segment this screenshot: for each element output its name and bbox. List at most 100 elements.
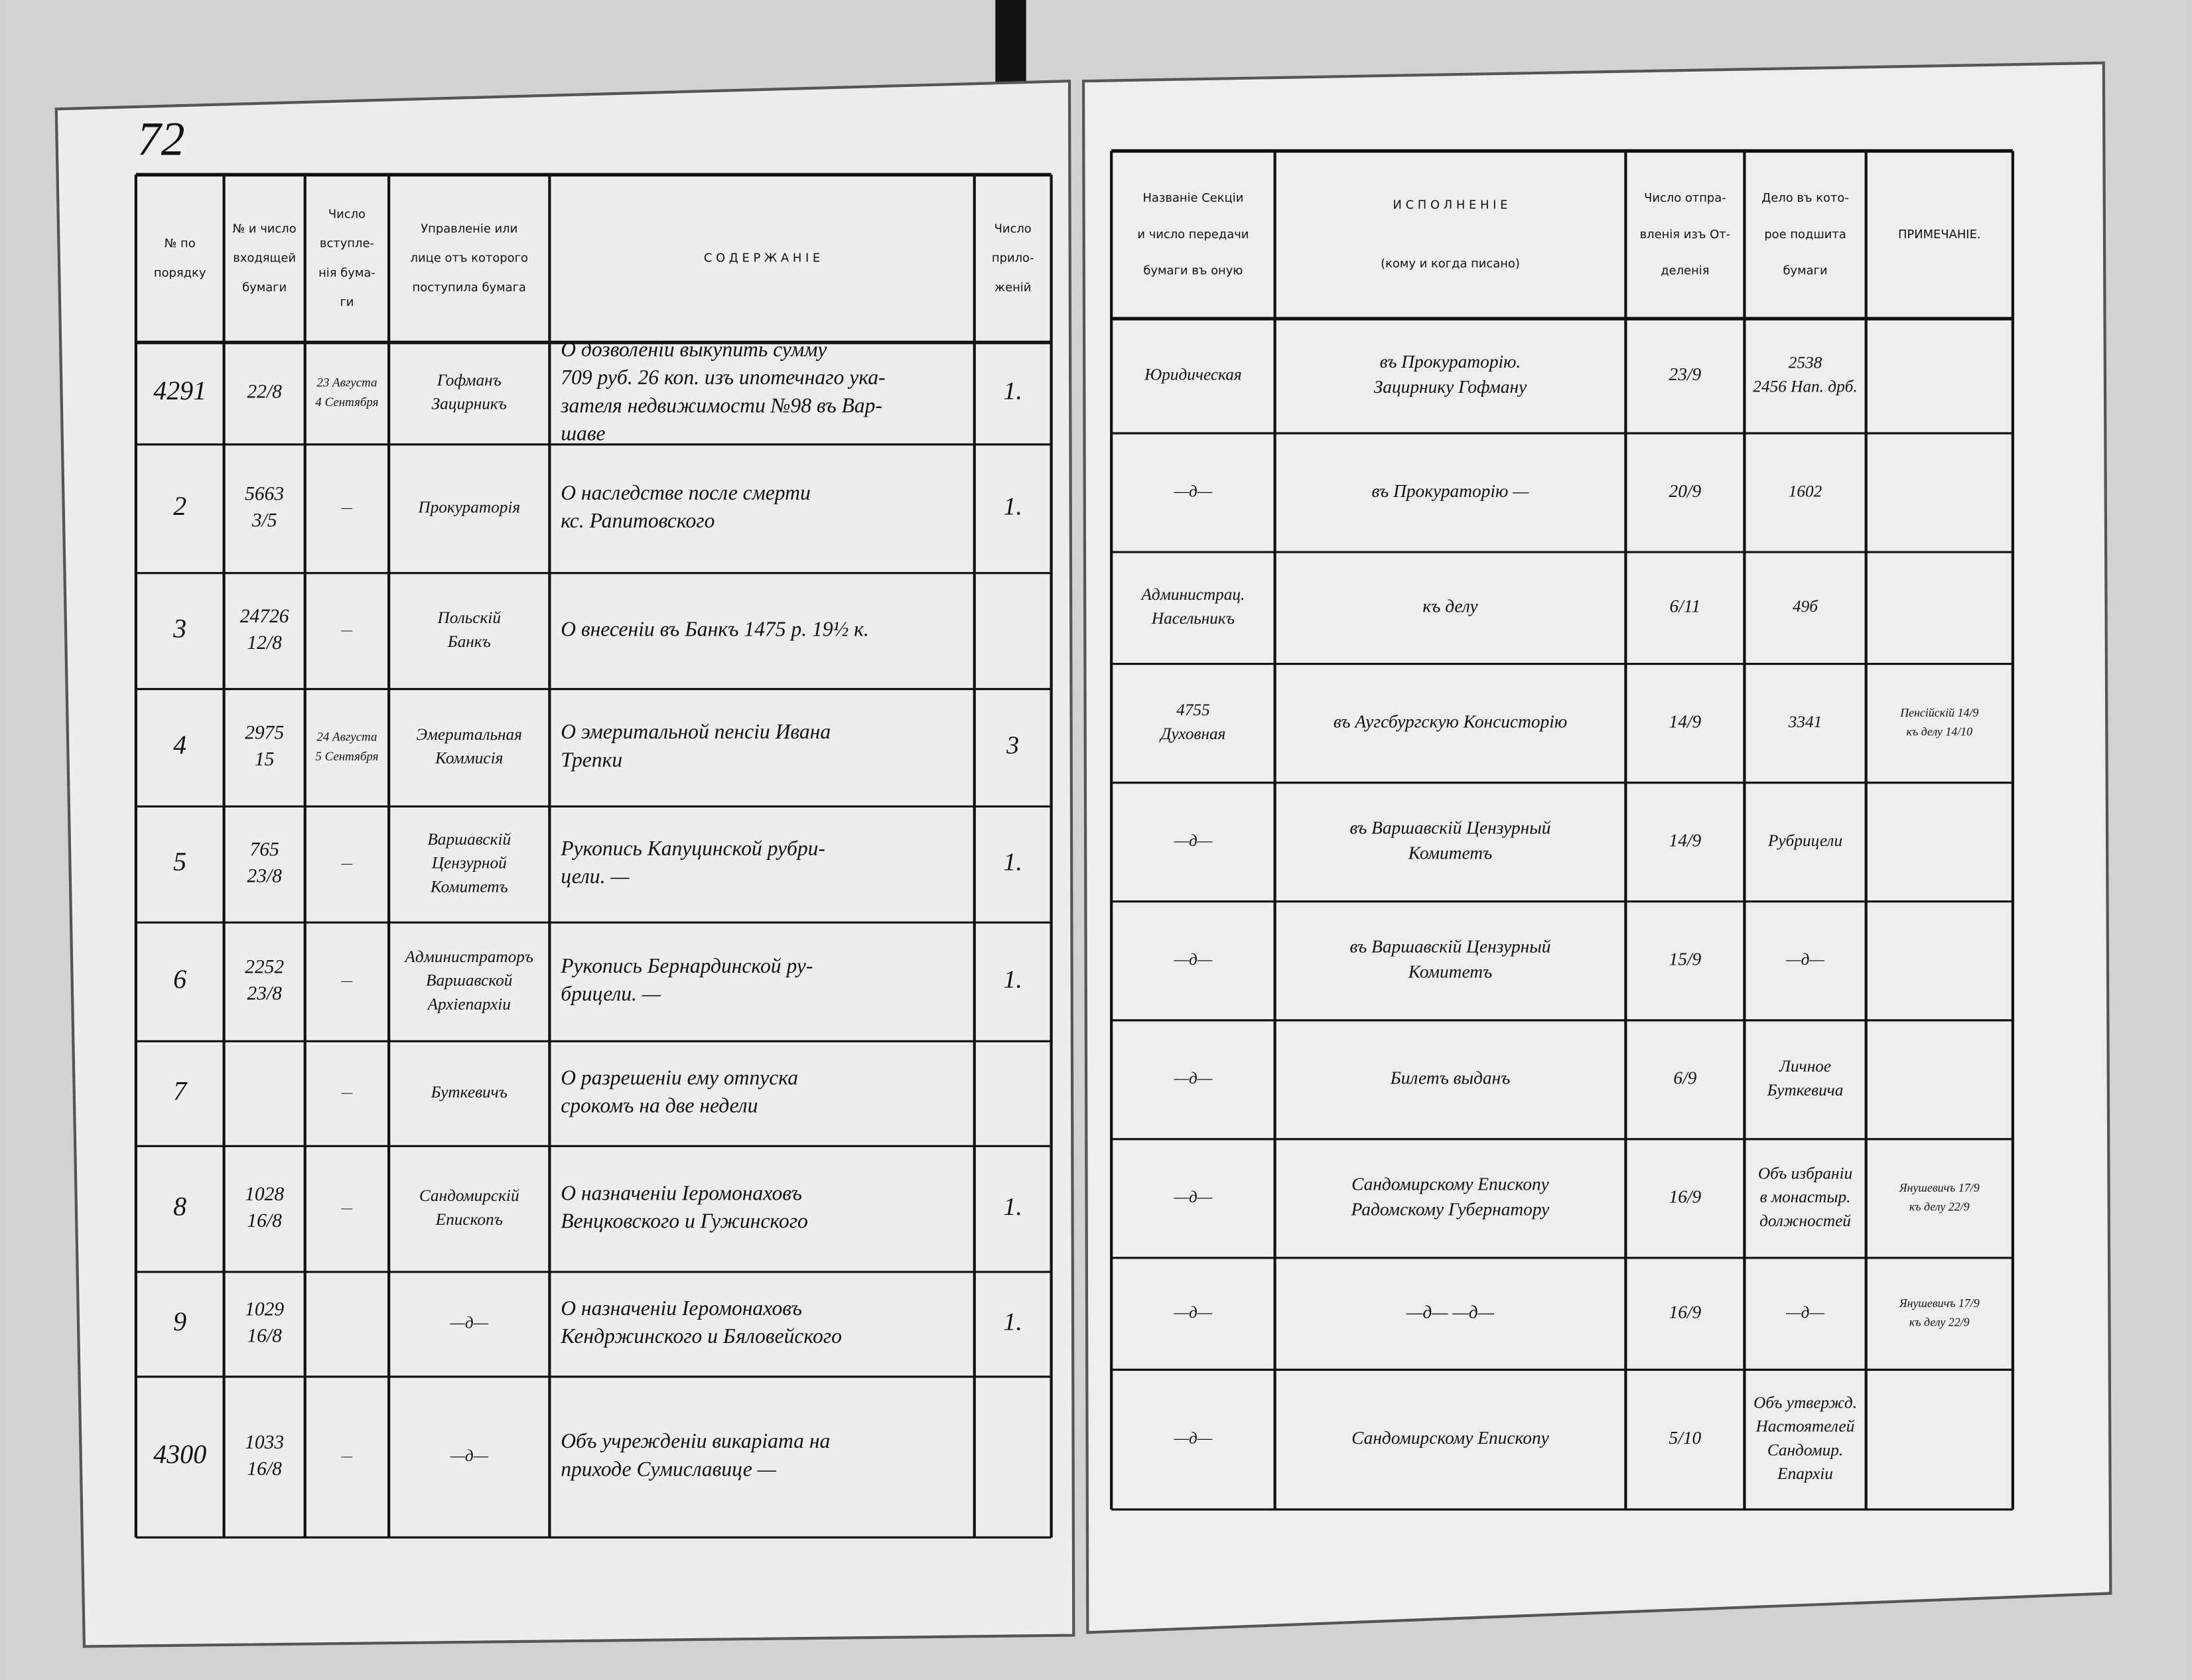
cell-sent: 15/9 — [1669, 949, 1702, 969]
cell-section: —д— — [1174, 950, 1213, 969]
cell-date: — — [340, 857, 352, 871]
cell-case: Объ утвержд. — [1753, 1393, 1857, 1412]
cell-sent: 6/11 — [1670, 596, 1701, 616]
cell-execution: Зацирнику Гофману — [1374, 377, 1527, 397]
cell-section: —д— — [1174, 1069, 1213, 1087]
header-cell: (кому и когда писано) — [1381, 257, 1520, 271]
cell-incoming: 1029 — [245, 1299, 284, 1320]
cell-content: срокомъ на две недели — [561, 1094, 758, 1117]
cell-n: 7 — [173, 1076, 188, 1106]
cell-attachments: 1. — [1003, 1193, 1022, 1221]
cell-incoming: 765 — [250, 839, 279, 861]
cell-case: Епархіи — [1777, 1464, 1833, 1483]
cell-incoming: 2975 — [245, 723, 284, 744]
cell-section: Юридическая — [1144, 365, 1241, 384]
cell-sent: 23/9 — [1669, 364, 1702, 384]
cell-date: — — [340, 1086, 352, 1100]
header-cell: Названіе Секціи — [1142, 191, 1243, 205]
cell-case: 49б — [1793, 597, 1818, 616]
cell-content: О дозволеніи выкупить сумму — [561, 338, 827, 361]
cell-n: 5 — [173, 847, 186, 876]
cell-note: Пенсійскій 14/9 — [1899, 706, 1978, 719]
cell-execution: Сандомирскому Епископу — [1351, 1174, 1549, 1194]
cell-execution: Радомскому Губернатору — [1351, 1200, 1550, 1220]
header-cell: И С П О Л Н Е Н І Е — [1393, 198, 1508, 212]
cells: № по порядку № и число входящей бумаги Число в… — [153, 191, 1980, 1483]
cell-content: О внесеніи въ Банкъ 1475 р. 19½ к. — [561, 617, 869, 640]
cell-date: — — [340, 974, 352, 988]
cell-case: в монастыр. — [1760, 1188, 1851, 1206]
cell-case: 2538 — [1789, 354, 1822, 372]
cell-execution: къ делу — [1422, 596, 1478, 616]
header-cell: Управленіе или — [421, 222, 517, 236]
header-cell: бумаги — [1783, 264, 1827, 278]
cell-content: шаве — [561, 421, 605, 445]
cell-sender: Архіепархіи — [427, 995, 511, 1013]
header-cell: ПРИМЕЧАНІЕ. — [1898, 228, 1981, 242]
cell-section: —д— — [1174, 482, 1213, 500]
cell-n: 2 — [173, 491, 186, 521]
cell-case: 3341 — [1788, 713, 1822, 731]
header-cell: Дело въ кото- — [1761, 191, 1849, 205]
cell-sender: Прокураторія — [417, 498, 520, 517]
header-cell: прило- — [992, 251, 1034, 265]
cell-note: къ делу 14/10 — [1906, 725, 1972, 738]
cell-incoming: 1028 — [245, 1184, 284, 1205]
cell-execution: въ Варшавскій Цензурный — [1350, 937, 1551, 957]
cell-section: Администрац. — [1140, 585, 1245, 604]
cell-sender: Эмеритальная — [417, 725, 522, 744]
cell-content: Рукопись Капуцинской рубри- — [560, 837, 825, 860]
cell-n: 4291 — [153, 376, 206, 405]
cell-incoming: 5663 — [245, 484, 284, 505]
cell-content: цели. — — [561, 865, 630, 888]
cell-execution: —д— —д— — [1406, 1302, 1495, 1322]
cell-sender: Сандомирскій — [419, 1186, 519, 1205]
cell-note: къ делу 22/9 — [1909, 1200, 1970, 1214]
cell-n: 4 — [173, 730, 186, 760]
cell-incoming: 23/8 — [247, 983, 282, 1005]
header-cell: лице отъ которого — [411, 251, 528, 265]
cell-case: 1602 — [1789, 482, 1822, 500]
cell-content: Рукопись Бернардинской ру- — [560, 954, 813, 977]
cell-date: 4 Сентября — [315, 395, 378, 409]
cell-content: зателя недвижимости №98 въ Вар- — [560, 393, 882, 417]
cell-sender: Банкъ — [447, 632, 491, 651]
header-cell: Число — [328, 207, 366, 221]
header-cell: С О Д Е Р Ж А Н І Е — [704, 251, 820, 265]
cell-attachments: 3 — [1006, 732, 1019, 760]
cell-sent: 6/9 — [1673, 1068, 1696, 1088]
cell-attachments: 1. — [1003, 849, 1022, 876]
cell-attachments: 1. — [1003, 492, 1022, 520]
header-cell: № по — [165, 237, 196, 251]
cell-date: 23 Августа — [316, 376, 377, 390]
cell-note: Янушевичъ 17/9 — [1899, 1181, 1980, 1194]
cell-sent: 16/9 — [1669, 1302, 1702, 1322]
header-cell: Число — [994, 222, 1032, 236]
header-cell: поступила бумага — [413, 281, 526, 295]
cell-execution: въ Варшавскій Цензурный — [1350, 817, 1551, 837]
cell-sent: 14/9 — [1669, 830, 1702, 850]
cell-content: Трепки — [561, 748, 622, 771]
cell-execution: Комитетъ — [1408, 961, 1492, 981]
cell-execution: въ Прокураторію. — [1380, 352, 1521, 372]
cell-date: 5 Сентября — [315, 750, 378, 764]
cell-execution: Комитетъ — [1408, 843, 1492, 863]
cell-n: 9 — [173, 1306, 186, 1336]
cell-content: Объ учрежденіи викаріата на — [561, 1429, 830, 1452]
cell-incoming: 15 — [255, 749, 274, 770]
cell-sender: Буткевичъ — [431, 1083, 508, 1101]
cell-sender: Епископъ — [435, 1210, 503, 1229]
cell-sent: 16/9 — [1669, 1187, 1702, 1207]
cell-incoming: 16/8 — [247, 1210, 282, 1231]
header-cell: Число отпра- — [1644, 191, 1726, 205]
cell-incoming: 24726 — [240, 606, 289, 627]
cell-content: кс. Рапитовского — [561, 509, 715, 532]
cell-n: 8 — [173, 1191, 186, 1221]
cell-n: 4300 — [153, 1439, 206, 1469]
cell-incoming: 16/8 — [247, 1458, 282, 1480]
cell-incoming: 16/8 — [247, 1326, 282, 1347]
cell-content: Кендржинского и Бяловейского — [560, 1324, 842, 1348]
cell-execution: Билетъ выданъ — [1390, 1068, 1511, 1088]
cell-section: Насельникъ — [1151, 609, 1235, 628]
